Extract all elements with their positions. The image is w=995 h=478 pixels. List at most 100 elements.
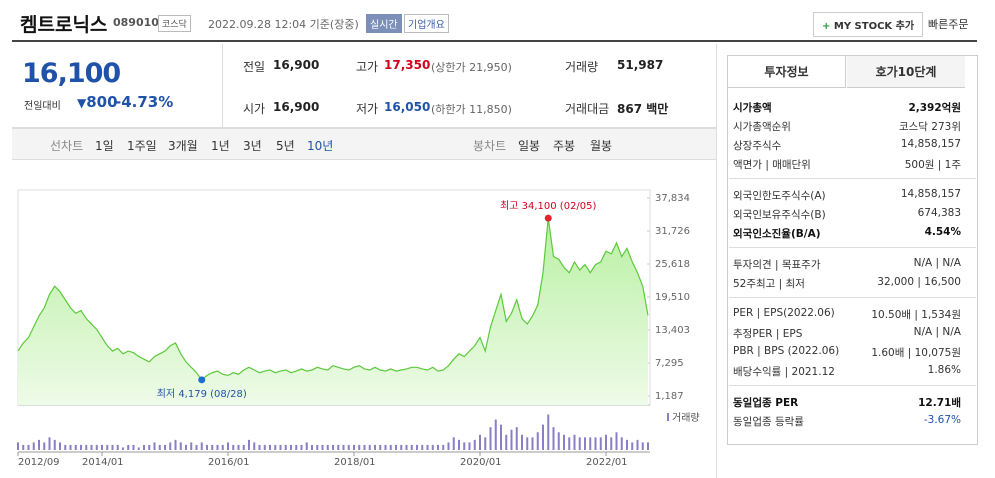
volume-bar	[253, 442, 256, 450]
volume-bar	[641, 442, 644, 450]
volume-bar	[274, 444, 277, 450]
volume-bar	[90, 444, 93, 450]
legend-swatch	[667, 413, 669, 421]
info-label: PBR | BPS (2022.06)	[733, 345, 840, 357]
volume-bar	[384, 444, 387, 450]
x-tick-label: 2012/09	[18, 457, 60, 468]
volume-bar	[284, 444, 287, 450]
period-button[interactable]: 일봉	[518, 139, 541, 153]
stat-value: 51,987	[617, 58, 664, 72]
volume-bar	[463, 442, 466, 450]
period-button[interactable]: 3년	[243, 139, 262, 153]
volume-bar	[122, 447, 124, 450]
info-label: 52주최고 | 최저	[733, 278, 805, 290]
stat-note: (하한가 11,850)	[431, 103, 512, 116]
market-badge: 코스닥	[158, 15, 191, 32]
volume-bar	[379, 444, 382, 450]
down-arrow: ▼	[77, 96, 87, 110]
period-button[interactable]: 월봉	[590, 139, 613, 153]
volume-bar	[206, 444, 208, 450]
volume-bar	[169, 442, 172, 450]
period-button[interactable]: 10년	[307, 139, 334, 153]
info-value: 12.71배	[918, 397, 961, 409]
mystock-button[interactable]: + MY STOCK 추가	[813, 12, 924, 37]
volume-bar	[626, 439, 628, 450]
section-divider	[729, 297, 976, 298]
stat-note: (상한가 21,950)	[431, 61, 512, 74]
period-button[interactable]: 1주일	[127, 139, 157, 153]
overview-button[interactable]: 기업개요	[404, 14, 449, 33]
info-label: 투자의견 | 목표주가	[733, 259, 821, 271]
volume-bar	[437, 444, 439, 450]
volume-bar	[17, 442, 19, 450]
volume-bar	[342, 444, 345, 450]
tab[interactable]: 호가10단계	[847, 56, 965, 88]
volume-bar	[599, 437, 602, 450]
period-button[interactable]: 1년	[211, 139, 230, 153]
volume-bar	[484, 437, 487, 450]
info-label: 추정PER | EPS	[733, 328, 803, 340]
volume-bar	[584, 437, 586, 450]
change-value: 800	[86, 93, 118, 111]
volume-bar	[127, 444, 130, 450]
volume-bar	[106, 444, 109, 450]
volume-bar	[531, 437, 534, 450]
volume-bar	[148, 444, 151, 450]
volume-bar	[232, 444, 235, 450]
price-line	[17, 218, 649, 381]
quote-box	[12, 44, 716, 128]
info-value: 674,383	[917, 207, 961, 219]
volume-bar	[479, 434, 481, 450]
volume-bar	[211, 444, 214, 450]
info-label: 시가총액순위	[733, 121, 791, 133]
volume-bar	[164, 444, 166, 450]
tab[interactable]: 투자정보	[728, 56, 846, 88]
volume-bar	[500, 424, 502, 450]
stat-label: 저가	[356, 102, 379, 116]
volume-bar	[258, 444, 261, 450]
quick-order[interactable]: 빠른주문	[928, 18, 969, 31]
volume-bar	[227, 442, 229, 450]
min-label: 최저 4,179 (08/28)	[157, 388, 247, 400]
plus-icon: +	[822, 21, 834, 32]
volume-bar	[510, 429, 513, 450]
period-label: 봉차트	[473, 139, 507, 153]
y-tick-label: 37,834	[655, 193, 690, 204]
price-area	[18, 218, 648, 405]
volume-bar	[132, 444, 135, 450]
volume-bar	[279, 444, 282, 450]
period-button[interactable]: 5년	[276, 139, 295, 153]
volume-bar	[615, 432, 618, 450]
stat-value: 16,900	[273, 58, 320, 72]
realtime-badge[interactable]: 실시간	[366, 14, 402, 33]
stat-label: 거래량	[565, 60, 599, 74]
volume-bar	[27, 444, 30, 450]
y-tick-label: 25,618	[655, 259, 690, 270]
period-bar	[12, 128, 716, 160]
volume-bar	[174, 439, 177, 450]
volume-bar	[101, 444, 103, 450]
volume-bar	[557, 432, 560, 450]
volume-bar	[248, 439, 250, 450]
divider	[716, 44, 717, 478]
info-value: 14,858,157	[900, 188, 961, 200]
volume-bar	[85, 444, 88, 450]
volume-bar	[442, 444, 445, 450]
volume-bar	[610, 437, 613, 450]
volume-bar	[95, 444, 98, 450]
volume-bar	[389, 444, 392, 450]
info-value: 14,858,157	[900, 138, 961, 150]
period-button[interactable]: 3개월	[168, 139, 198, 153]
x-tick-label: 2014/01	[82, 457, 124, 468]
volume-bar	[405, 444, 408, 450]
volume-bar	[59, 442, 61, 450]
info-value: 10.50배 | 1,534원	[871, 309, 961, 321]
divider	[12, 40, 977, 42]
period-button[interactable]: 1일	[95, 139, 114, 153]
period-button[interactable]: 주봉	[553, 139, 576, 153]
volume-bar	[305, 442, 308, 450]
volume-bar	[80, 444, 82, 450]
stat-value: 16,900	[273, 100, 320, 114]
stock-name: 켐트로닉스	[20, 14, 108, 36]
